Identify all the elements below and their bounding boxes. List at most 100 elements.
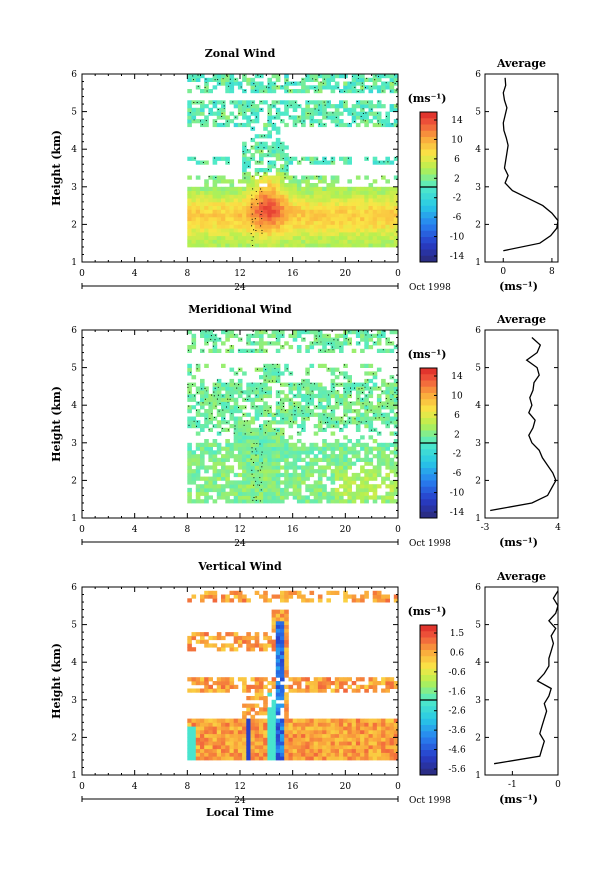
heatmap-cell bbox=[368, 104, 374, 109]
heatmap-cell bbox=[292, 205, 298, 210]
heatmap-cell bbox=[385, 718, 390, 723]
heatmap-cell bbox=[284, 145, 289, 150]
heatmap-cell bbox=[267, 639, 272, 644]
heatmap-cell bbox=[343, 409, 348, 414]
heatmap-cell bbox=[343, 224, 348, 229]
contour-dot bbox=[371, 108, 373, 110]
heatmap-cell bbox=[364, 363, 369, 368]
heatmap-cell bbox=[200, 491, 205, 496]
heatmap-cell bbox=[263, 175, 268, 180]
heatmap-cell bbox=[267, 243, 272, 248]
heatmap-cell bbox=[376, 186, 382, 191]
heatmap-cell bbox=[364, 487, 369, 493]
heatmap-cell bbox=[275, 390, 281, 395]
heatmap-cell bbox=[187, 487, 192, 493]
contour-dot bbox=[234, 425, 236, 427]
heatmap-cell bbox=[237, 111, 243, 116]
heatmap-cell bbox=[305, 722, 310, 727]
heatmap-cell bbox=[250, 153, 256, 158]
heatmap-cell bbox=[385, 688, 390, 693]
heatmap-cell bbox=[216, 201, 222, 206]
heatmap-cell bbox=[385, 756, 390, 761]
contour-dot bbox=[247, 149, 249, 151]
heatmap-cell bbox=[246, 231, 251, 237]
heatmap-cell bbox=[267, 81, 272, 86]
contour-dot bbox=[345, 338, 347, 340]
heatmap-cell bbox=[187, 175, 192, 180]
heatmap-cell bbox=[330, 491, 336, 496]
heatmap-cell bbox=[237, 454, 243, 459]
heatmap-cell bbox=[368, 469, 374, 474]
heatmap-cell bbox=[317, 495, 323, 500]
heatmap-cell bbox=[309, 231, 315, 237]
heatmap-cell bbox=[237, 487, 243, 493]
heatmap-cell bbox=[309, 726, 315, 731]
heatmap-cell bbox=[225, 726, 230, 731]
heatmap-cell bbox=[355, 239, 361, 244]
colorbar-swatch bbox=[420, 155, 437, 163]
profile-line bbox=[490, 337, 557, 512]
heatmap-cell bbox=[250, 635, 256, 641]
heatmap-cell bbox=[343, 216, 348, 222]
heatmap-cell bbox=[330, 183, 336, 188]
heatmap-cell bbox=[288, 194, 294, 199]
heatmap-cell bbox=[267, 733, 272, 738]
heatmap-cell bbox=[271, 89, 277, 94]
heatmap-cell bbox=[376, 401, 382, 406]
contour-dot bbox=[381, 390, 383, 392]
heatmap-cell bbox=[212, 74, 218, 79]
heatmap-cell bbox=[275, 239, 281, 244]
heatmap-cell bbox=[229, 382, 235, 387]
contour-dot bbox=[260, 383, 262, 385]
heatmap-cell bbox=[250, 752, 256, 757]
heatmap-cell bbox=[364, 744, 369, 750]
heatmap-cell bbox=[259, 220, 264, 225]
heatmap-cell bbox=[204, 198, 209, 203]
contour-dot bbox=[319, 335, 320, 337]
heatmap-cell bbox=[288, 446, 294, 451]
heatmap-cell bbox=[381, 726, 386, 731]
heatmap-cell bbox=[263, 168, 268, 173]
contour-dot bbox=[381, 175, 383, 177]
heatmap-cell bbox=[339, 122, 344, 128]
heatmap-cell bbox=[280, 737, 285, 742]
heatmap-cell bbox=[212, 190, 218, 195]
heatmap-cell bbox=[372, 469, 378, 474]
heatmap-cell bbox=[216, 190, 222, 195]
contour-dot bbox=[274, 83, 276, 85]
heatmap-cell bbox=[364, 243, 369, 248]
heatmap-cell bbox=[288, 416, 294, 421]
heatmap-cell bbox=[250, 235, 256, 240]
heatmap-cell bbox=[254, 450, 260, 455]
heatmap-cell bbox=[376, 729, 382, 735]
heatmap-cell bbox=[225, 333, 230, 338]
heatmap-cell bbox=[322, 220, 327, 225]
colorbar-swatch bbox=[420, 693, 437, 701]
heatmap-cell bbox=[347, 756, 352, 761]
heatmap-cell bbox=[246, 491, 251, 496]
heatmap-cell bbox=[254, 205, 260, 210]
heatmap-cell bbox=[343, 469, 348, 474]
heatmap-cell bbox=[250, 104, 256, 109]
heatmap-cell bbox=[216, 397, 222, 402]
heatmap-cell bbox=[246, 696, 251, 701]
heatmap-cell bbox=[216, 684, 222, 689]
heatmap-cell bbox=[322, 465, 327, 470]
heatmap-cell bbox=[385, 495, 390, 500]
heatmap-cell bbox=[305, 107, 310, 112]
heatmap-cell bbox=[221, 409, 226, 414]
heatmap-cell bbox=[305, 684, 310, 689]
heatmap-cell bbox=[355, 401, 361, 406]
heatmap-cell bbox=[381, 213, 386, 218]
contour-dot bbox=[217, 379, 218, 381]
heatmap-cell bbox=[195, 363, 201, 368]
heatmap-cell bbox=[242, 598, 247, 603]
heatmap-cell bbox=[334, 393, 340, 399]
contour-dot bbox=[307, 416, 309, 418]
heatmap-cell bbox=[326, 722, 331, 727]
heatmap-cell bbox=[372, 111, 378, 116]
heatmap-cell bbox=[259, 688, 264, 693]
heatmap-cell bbox=[229, 186, 235, 191]
heatmap-cell bbox=[195, 213, 201, 218]
heatmap-cell bbox=[368, 744, 374, 750]
